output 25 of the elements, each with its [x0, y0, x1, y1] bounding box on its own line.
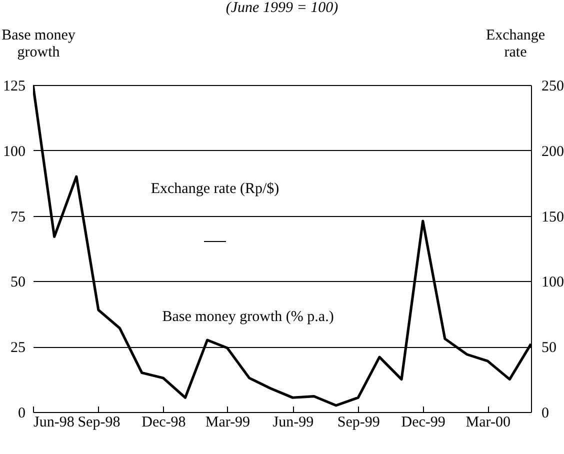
y-tick-label: 50 — [10, 274, 26, 291]
x-tick-label: Mar-99 — [205, 414, 250, 430]
annotation: Exchange rate (Rp/$) — [150, 181, 280, 197]
y2-tick-label: 150 — [542, 209, 564, 226]
annotation: Base money growth (% p.a.) — [162, 309, 334, 325]
x-tick-label: Jun-98 — [34, 414, 74, 430]
y-tick-label: 25 — [10, 340, 26, 356]
y-tick-label: 125 — [3, 78, 26, 94]
y2-tick-label: 100 — [542, 274, 564, 291]
x-tick-label: Mar-00 — [466, 414, 510, 430]
y-axis-title: Base money growth — [2, 28, 76, 60]
x-tick-label: Dec-98 — [142, 414, 186, 430]
y2-tick-label: 0 — [542, 406, 549, 422]
y-tick-label: 100 — [3, 144, 26, 160]
x-tick-label: Jun-99 — [272, 414, 314, 430]
x-tick-label: Dec-99 — [401, 414, 446, 430]
y2-tick-label: 50 — [542, 340, 556, 356]
x-tick-label: Sep-99 — [337, 414, 380, 430]
y2-tick-label: 250 — [542, 78, 564, 94]
y2-axis-title: Exchange rate — [486, 28, 546, 60]
y-tick-label: 75 — [10, 209, 26, 226]
x-tick-label: Sep-98 — [78, 414, 120, 430]
y2-tick-label: 200 — [542, 144, 564, 160]
y-tick-label: 0 — [18, 406, 26, 422]
chart-title: (June 1999 = 100) — [226, 0, 338, 16]
